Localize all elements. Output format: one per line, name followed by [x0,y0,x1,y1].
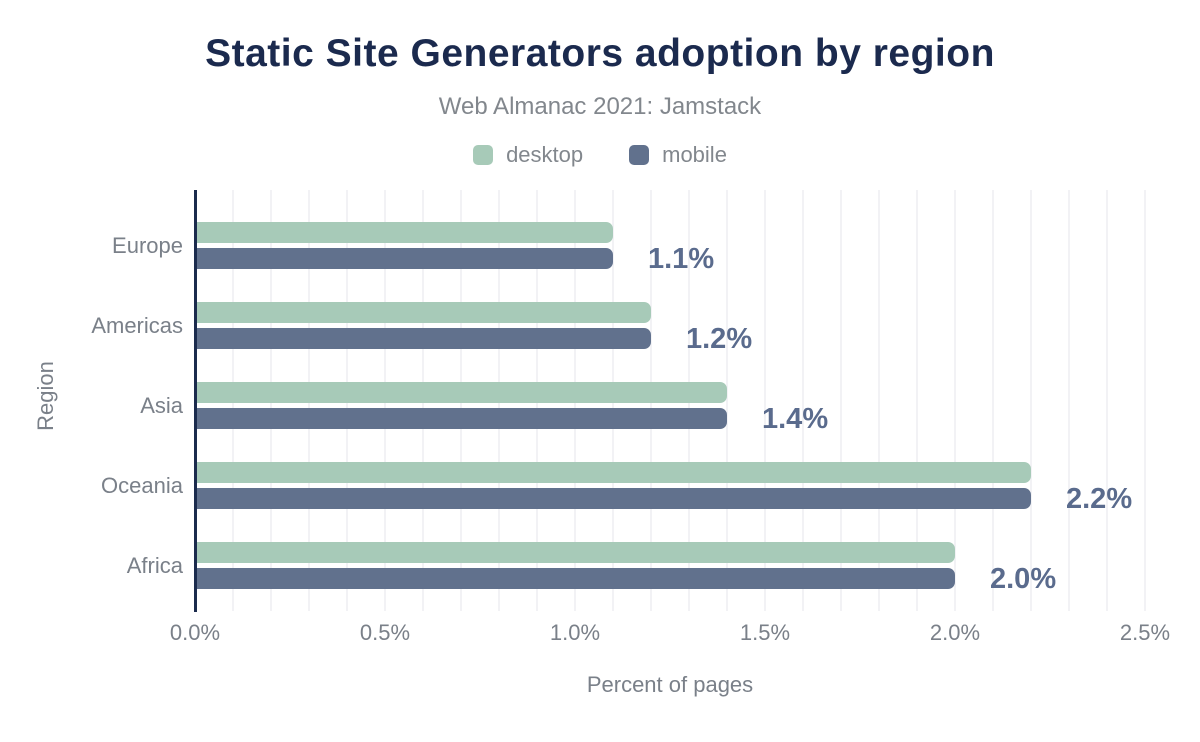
y-axis-title: Region [33,361,58,431]
gridline [878,190,880,611]
region-label-americas: Americas [91,313,183,338]
x-tick-label: 1.0% [549,620,601,645]
bar-desktop-americas [195,302,651,323]
value-label-europe: 1.1% [648,243,715,275]
bar-desktop-africa [195,542,955,563]
x-tick-label: 0.5% [359,620,411,645]
gridline [1030,190,1032,611]
bar-mobile-africa [195,568,955,589]
bar-desktop-europe [195,222,613,243]
value-label-asia: 1.4% [762,403,829,435]
gridline [764,190,766,611]
region-label-oceania: Oceania [101,473,183,498]
gridline [840,190,842,611]
bar-mobile-europe [195,248,613,269]
mobile-swatch-icon [629,145,650,165]
value-label-africa: 2.0% [990,563,1057,595]
bar-desktop-asia [195,382,727,403]
gridline [1106,190,1108,611]
chart-title: Static Site Generators adoption by regio… [205,32,995,75]
gridline [726,190,728,611]
gridline [954,190,956,611]
gridline [1144,190,1146,611]
gridline [992,190,994,611]
x-axis-title: Percent of pages [586,672,754,697]
bar-mobile-oceania [195,488,1031,509]
desktop-swatch-icon [473,145,494,165]
x-tick-label: 0.0% [169,620,221,645]
chart-subtitle: Web Almanac 2021: Jamstack [438,93,762,120]
x-tick-label: 2.5% [1119,620,1171,645]
bar-mobile-americas [195,328,651,349]
region-label-asia: Asia [140,393,183,418]
legend-label-desktop: desktop [506,142,584,167]
value-label-americas: 1.2% [686,323,753,355]
x-tick-label: 2.0% [929,620,981,645]
y-axis-line [194,190,197,612]
gridline [1068,190,1070,611]
x-tick-label: 1.5% [739,620,791,645]
bar-desktop-oceania [195,462,1031,483]
region-label-africa: Africa [126,553,183,578]
region-label-europe: Europe [112,233,183,258]
legend: desktop mobile [0,142,1200,168]
legend-label-mobile: mobile [662,142,727,167]
gridline [916,190,918,611]
gridline [802,190,804,611]
plot-area: Europe 1.1% Americas 1.2% Asia 1.4% Oceania 2.2… [91,190,1170,645]
legend-item-desktop: desktop [473,142,583,168]
value-label-oceania: 2.2% [1066,483,1133,515]
legend-item-mobile: mobile [629,142,727,168]
bar-mobile-asia [195,408,727,429]
